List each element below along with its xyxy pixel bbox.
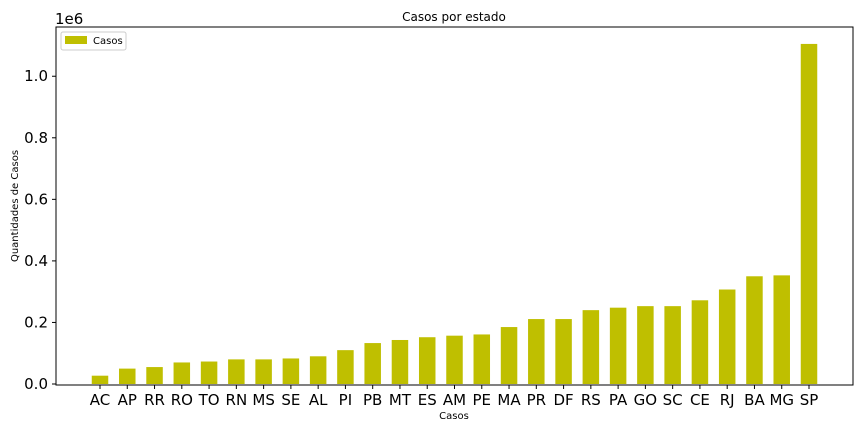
x-tick-label: MA bbox=[497, 391, 521, 409]
x-tick-label: PI bbox=[339, 391, 352, 409]
chart-title: Casos por estado bbox=[402, 10, 506, 24]
x-tick-label: SP bbox=[800, 391, 819, 409]
legend: Casos bbox=[60, 31, 127, 51]
bar-rs bbox=[582, 310, 600, 384]
x-tick-label: MT bbox=[389, 391, 412, 409]
x-tick-label: RS bbox=[581, 391, 601, 409]
x-axis-label: Casos bbox=[439, 411, 469, 422]
bar-am bbox=[446, 335, 463, 384]
bar-pa bbox=[609, 307, 627, 384]
y-tick-label: 0.6 bbox=[24, 190, 48, 208]
x-tick-label: PE bbox=[473, 391, 492, 409]
y-tick-label: 1.0 bbox=[24, 67, 48, 85]
y-tick-label: 0.4 bbox=[24, 252, 48, 270]
bar-pb bbox=[364, 343, 381, 384]
x-tick-label: AL bbox=[309, 391, 328, 409]
x-tick-label: MS bbox=[252, 391, 274, 409]
y-axis-label: Quantidades de Casos bbox=[10, 150, 21, 262]
x-tick-label: ES bbox=[418, 391, 437, 409]
bar-pe bbox=[473, 334, 491, 384]
bar-se bbox=[282, 358, 300, 384]
bar-ms bbox=[255, 359, 272, 384]
x-tick-label: RR bbox=[144, 391, 165, 409]
bars-group bbox=[91, 43, 818, 385]
x-tick-label: PA bbox=[609, 391, 628, 409]
bar-sc bbox=[664, 306, 681, 384]
bar-ro bbox=[173, 362, 191, 384]
plot-frame bbox=[55, 26, 854, 386]
y-ticks-group: 0.0 0.2 0.4 0.6 0.8 1.0 bbox=[24, 67, 56, 393]
bar-pr bbox=[528, 319, 545, 384]
x-tick-label: TO bbox=[198, 391, 220, 409]
bar-df bbox=[555, 319, 572, 384]
bar-mg bbox=[773, 275, 790, 384]
bar-pi bbox=[337, 350, 354, 384]
x-tick-label: AC bbox=[90, 391, 110, 409]
x-tick-label: SE bbox=[281, 391, 300, 409]
bar-rr bbox=[146, 367, 163, 384]
x-tick-label: BA bbox=[744, 391, 765, 409]
x-tick-label: MG bbox=[769, 391, 794, 409]
bar-sp bbox=[800, 43, 818, 385]
legend-label: Casos bbox=[93, 36, 123, 47]
bar-ac bbox=[91, 375, 109, 384]
y-tick-label: 0.2 bbox=[24, 313, 48, 331]
bar-rn bbox=[228, 359, 245, 384]
bar-ba bbox=[746, 276, 763, 384]
bar-ma bbox=[500, 327, 518, 384]
y-tick-label: 0.0 bbox=[24, 375, 48, 393]
bar-al bbox=[309, 356, 327, 384]
x-tick-label: PB bbox=[363, 391, 382, 409]
x-tick-label: CE bbox=[690, 391, 710, 409]
x-tick-label: RO bbox=[171, 391, 193, 409]
legend-swatch bbox=[65, 36, 87, 44]
y-offset-text: 1e6 bbox=[55, 10, 83, 28]
bar-ce bbox=[691, 300, 709, 384]
x-tick-label: SC bbox=[663, 391, 683, 409]
y-tick-label: 0.8 bbox=[24, 129, 48, 147]
bar-rj bbox=[718, 289, 736, 384]
bar-go bbox=[637, 306, 654, 384]
bar-to bbox=[200, 361, 218, 384]
x-tick-label: GO bbox=[634, 391, 657, 409]
bar-es bbox=[418, 337, 436, 384]
bar-ap bbox=[119, 368, 136, 384]
x-tick-label: RJ bbox=[720, 391, 735, 409]
x-tick-label: AP bbox=[118, 391, 137, 409]
x-tick-label: PR bbox=[527, 391, 546, 409]
x-tick-label: DF bbox=[553, 391, 573, 409]
x-tick-label: RN bbox=[226, 391, 248, 409]
x-ticks-group: AC AP RR RO TO RN MS SE AL PI PB MT ES AM PE MA PR DF RS PA… bbox=[90, 385, 819, 409]
x-tick-label: AM bbox=[443, 391, 466, 409]
bar-mt bbox=[391, 339, 409, 384]
